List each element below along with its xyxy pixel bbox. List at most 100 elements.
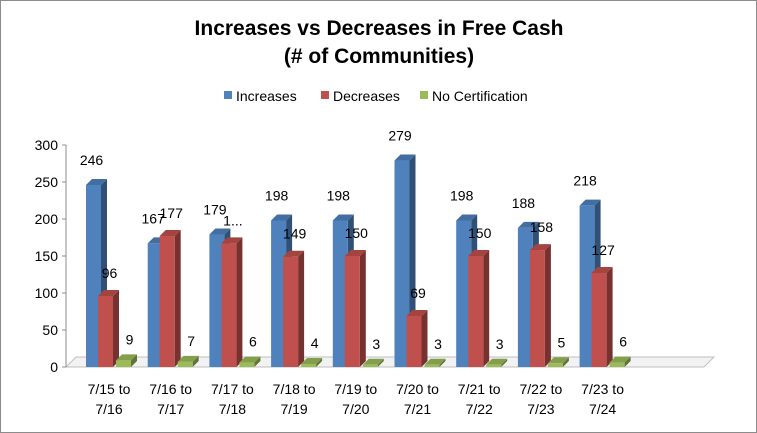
legend-swatch-1 bbox=[321, 91, 329, 99]
data-label-3-0: 198 bbox=[265, 187, 289, 203]
bar-front bbox=[332, 220, 348, 367]
data-labels: 24696916717771791...61981494198150327969… bbox=[80, 128, 627, 352]
bar-side bbox=[236, 237, 243, 367]
bar-front bbox=[362, 364, 378, 367]
bar-6-1 bbox=[468, 250, 490, 367]
bar-side bbox=[316, 358, 323, 367]
x-category-label-4-0: 7/19 to bbox=[334, 381, 377, 397]
bar-top bbox=[283, 250, 305, 257]
y-tick-label-5: 250 bbox=[35, 174, 59, 190]
bar-side bbox=[192, 355, 199, 367]
bar-top bbox=[271, 214, 293, 221]
data-label-1-1: 177 bbox=[160, 205, 184, 221]
legend-label-1: Decreases bbox=[333, 88, 400, 104]
x-axis-categories: 7/15 to 7/16 7/16 to 7/17 7/17 to 7/18 7/18 to… bbox=[88, 381, 625, 417]
x-category-label-5-0: 7/20 to bbox=[396, 381, 439, 397]
data-label-6-1: 150 bbox=[468, 225, 492, 241]
bar-7-1 bbox=[529, 244, 551, 367]
bar-top bbox=[177, 355, 199, 362]
bar-front bbox=[344, 256, 360, 367]
bar-side bbox=[174, 230, 181, 367]
data-label-7-0: 188 bbox=[512, 195, 536, 211]
bar-front bbox=[159, 236, 175, 367]
bar-front bbox=[406, 315, 422, 367]
bar-top bbox=[86, 178, 107, 185]
data-label-3-2: 4 bbox=[311, 335, 319, 351]
legend-label-2: No Certification bbox=[432, 88, 528, 104]
bar-1-2 bbox=[177, 355, 199, 367]
y-tick-label-3: 150 bbox=[35, 248, 59, 264]
bar-3-1 bbox=[283, 250, 305, 367]
bar-front bbox=[147, 243, 163, 367]
bar-4-1 bbox=[344, 250, 366, 367]
bar-side bbox=[298, 250, 305, 367]
bar-top bbox=[116, 354, 137, 361]
data-label-8-0: 218 bbox=[573, 173, 597, 189]
bar-top bbox=[517, 221, 539, 228]
bar-side bbox=[501, 358, 508, 367]
bar-4-2 bbox=[362, 358, 384, 367]
bar-top bbox=[301, 358, 323, 365]
y-axis: 0 50 100 150 200 250 300 bbox=[35, 137, 67, 375]
bar-top bbox=[159, 230, 181, 237]
data-label-2-0: 179 bbox=[203, 202, 227, 218]
bar-top bbox=[221, 237, 243, 244]
data-label-4-2: 3 bbox=[372, 336, 380, 352]
bar-front bbox=[209, 234, 225, 367]
bar-front bbox=[221, 243, 237, 367]
bar-side bbox=[359, 250, 366, 367]
bar-side bbox=[421, 309, 428, 367]
bar-top bbox=[579, 199, 601, 206]
legend-label-0: Increases bbox=[236, 88, 297, 104]
bar-front bbox=[456, 220, 472, 367]
data-label-6-0: 198 bbox=[450, 187, 474, 203]
bar-top bbox=[456, 214, 478, 221]
bar-top bbox=[362, 358, 384, 365]
bar-front bbox=[239, 362, 255, 367]
data-label-4-0: 198 bbox=[327, 187, 351, 203]
data-label-8-1: 127 bbox=[591, 242, 615, 258]
data-label-3-1: 149 bbox=[283, 226, 307, 242]
x-category-label-7-1: 7/23 bbox=[527, 401, 554, 417]
data-label-8-2: 6 bbox=[619, 334, 627, 350]
data-label-2-2: 6 bbox=[249, 334, 257, 350]
bar-front bbox=[609, 362, 625, 367]
bar-2-2 bbox=[239, 356, 261, 367]
data-label-2-1: 1... bbox=[223, 212, 242, 228]
bar-side bbox=[113, 289, 119, 367]
bar-front bbox=[98, 295, 113, 367]
bar-front bbox=[468, 256, 484, 367]
bar-0-1 bbox=[98, 289, 119, 367]
bar-front bbox=[517, 227, 533, 367]
x-category-label-1-1: 7/17 bbox=[157, 401, 184, 417]
bar-3-2 bbox=[301, 358, 323, 367]
data-label-7-1: 158 bbox=[530, 219, 554, 235]
bar-8-1 bbox=[591, 267, 613, 367]
x-category-label-2-1: 7/18 bbox=[219, 401, 246, 417]
bar-7-2 bbox=[547, 357, 569, 367]
x-category-label-0-0: 7/15 to bbox=[88, 381, 131, 397]
bar-front bbox=[177, 361, 193, 367]
bar-side bbox=[483, 250, 490, 367]
bar-side bbox=[544, 244, 551, 367]
bar-front bbox=[271, 220, 287, 367]
bar-top bbox=[424, 358, 446, 365]
bar-1-1 bbox=[159, 230, 181, 367]
data-label-6-2: 3 bbox=[496, 336, 504, 352]
bar-front bbox=[579, 205, 595, 367]
data-label-4-1: 150 bbox=[345, 225, 369, 241]
bar-front bbox=[424, 364, 440, 367]
bar-5-2 bbox=[424, 358, 446, 367]
bar-front bbox=[591, 273, 607, 367]
y-tick-label-0: 0 bbox=[50, 359, 58, 375]
bar-top bbox=[332, 214, 354, 221]
bar-front bbox=[547, 363, 563, 367]
bar-5-1 bbox=[406, 309, 428, 367]
bar-side bbox=[377, 358, 384, 367]
x-category-label-4-1: 7/20 bbox=[342, 401, 369, 417]
data-label-5-0: 279 bbox=[388, 128, 412, 144]
bar-top bbox=[547, 357, 569, 364]
y-tick-label-4: 200 bbox=[35, 211, 59, 227]
data-label-7-2: 5 bbox=[558, 334, 566, 350]
